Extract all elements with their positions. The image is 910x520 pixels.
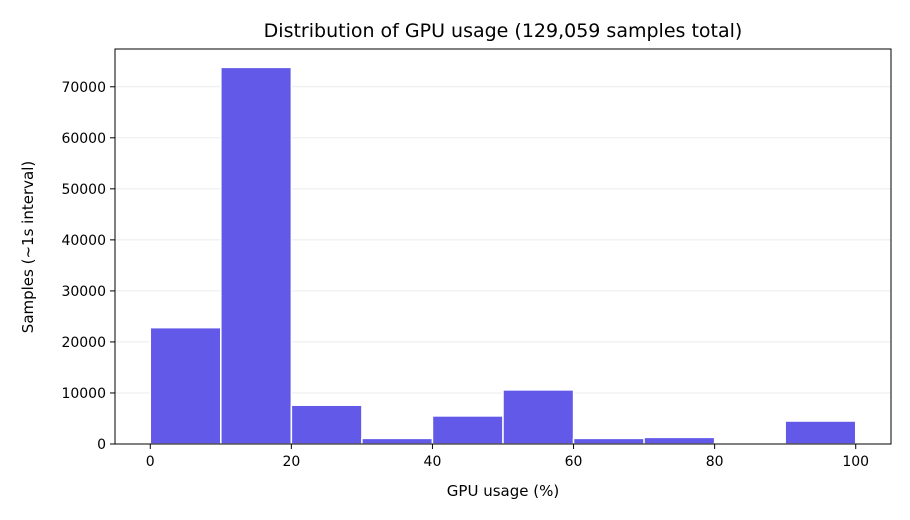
y-tick-label: 40000 <box>61 233 106 249</box>
y-tick-label: 70000 <box>61 80 106 96</box>
x-tick-label: 80 <box>706 454 724 470</box>
histogram-bar <box>502 389 575 445</box>
histogram-bar <box>361 437 434 445</box>
histogram-bar <box>220 66 293 445</box>
y-tick-label: 20000 <box>61 335 106 351</box>
histogram-bar <box>431 415 504 445</box>
plot-frame <box>114 48 892 445</box>
x-tick-label: 40 <box>424 454 442 470</box>
chart-title: Distribution of GPU usage (129,059 sampl… <box>264 20 743 42</box>
bars <box>149 66 857 445</box>
x-tick-label: 0 <box>146 454 155 470</box>
y-axis-label: Samples (~1s interval) <box>19 161 37 333</box>
x-tick-label: 100 <box>842 454 869 470</box>
y-tick-label: 60000 <box>61 131 106 147</box>
x-axis-label: GPU usage (%) <box>447 482 559 500</box>
histogram-bar <box>149 326 222 445</box>
histogram-bar <box>784 420 857 445</box>
x-axis-ticks: 0 20 40 60 80 100 <box>146 444 869 470</box>
histogram-bar <box>572 437 645 445</box>
x-tick-label: 60 <box>565 454 583 470</box>
y-tick-label: 10000 <box>61 386 106 402</box>
y-tick-label: 50000 <box>61 182 106 198</box>
y-tick-label: 0 <box>97 437 106 453</box>
x-tick-label: 20 <box>282 454 300 470</box>
y-axis-ticks: 0 10000 20000 30000 40000 50000 60000 70000 <box>61 80 115 453</box>
histogram-bar <box>643 436 716 445</box>
y-tick-label: 30000 <box>61 284 106 300</box>
histogram-bar <box>290 404 363 445</box>
